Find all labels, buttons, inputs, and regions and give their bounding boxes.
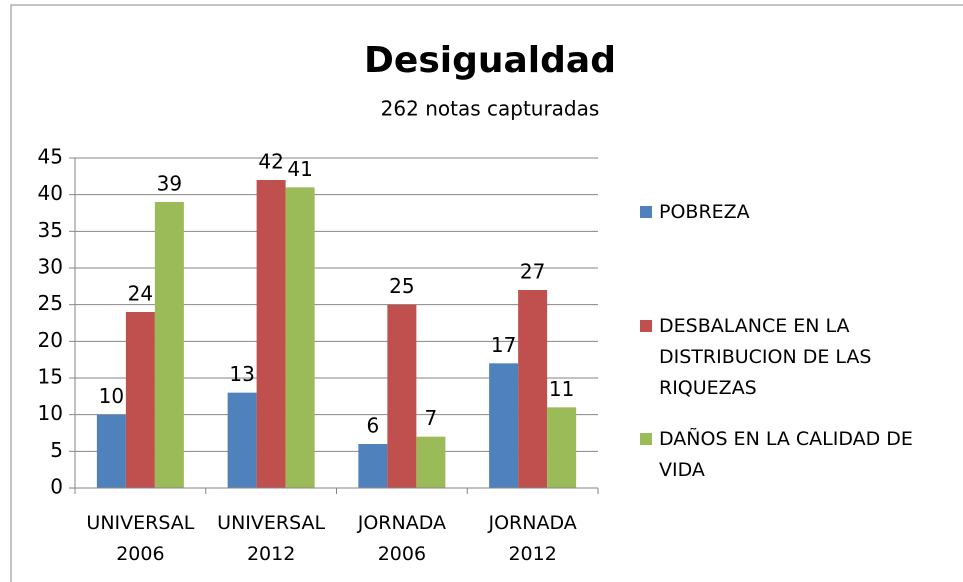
bar	[227, 392, 257, 488]
y-tick-label: 0	[50, 475, 63, 499]
y-tick-label: 25	[38, 291, 63, 315]
data-label: 7	[425, 406, 438, 430]
chart-subtitle: 262 notas capturadas	[381, 97, 600, 121]
bar	[285, 187, 315, 489]
data-label: 25	[389, 274, 414, 298]
y-tick-label: 40	[38, 181, 63, 205]
bar	[489, 363, 519, 488]
legend-swatch	[640, 320, 652, 332]
bar	[416, 436, 446, 488]
data-label: 24	[128, 282, 153, 306]
bar	[518, 290, 548, 488]
bar	[154, 202, 184, 488]
data-label: 27	[520, 260, 545, 284]
data-label: 39	[157, 172, 182, 196]
bar	[125, 312, 155, 488]
y-tick-label: 10	[38, 401, 63, 425]
chart-frame	[10, 4, 963, 582]
x-tick-label: JORNADA 2006	[357, 512, 446, 565]
data-label: 10	[99, 384, 124, 408]
chart-title: Desigualdad	[364, 40, 616, 81]
y-tick-label: 45	[38, 145, 63, 169]
bar	[256, 180, 286, 488]
bar	[96, 414, 126, 488]
data-label: 11	[549, 377, 574, 401]
legend-label: DAÑOS EN LA CALIDAD DE VIDA	[659, 428, 913, 481]
data-label: 6	[367, 414, 380, 438]
x-tick-label: UNIVERSAL 2006	[86, 512, 195, 565]
data-label: 41	[287, 157, 312, 181]
y-tick-label: 30	[38, 255, 63, 279]
legend-label: POBREZA	[659, 201, 750, 223]
data-label: 17	[491, 333, 516, 357]
y-tick-label: 15	[38, 365, 63, 389]
legend-swatch	[640, 206, 652, 218]
data-label: 42	[258, 150, 283, 174]
legend-swatch	[640, 433, 652, 445]
bar	[387, 304, 417, 488]
x-tick-label: JORNADA 2012	[488, 512, 577, 565]
bar	[547, 407, 577, 488]
data-label: 13	[229, 362, 254, 386]
x-tick-label: UNIVERSAL 2012	[217, 512, 326, 565]
y-tick-label: 5	[50, 438, 63, 462]
bar	[358, 444, 388, 488]
y-tick-label: 35	[38, 218, 63, 242]
legend-label: DESBALANCE EN LA DISTRIBUCION DE LAS RIQ…	[659, 315, 872, 399]
y-tick-label: 20	[38, 328, 63, 352]
